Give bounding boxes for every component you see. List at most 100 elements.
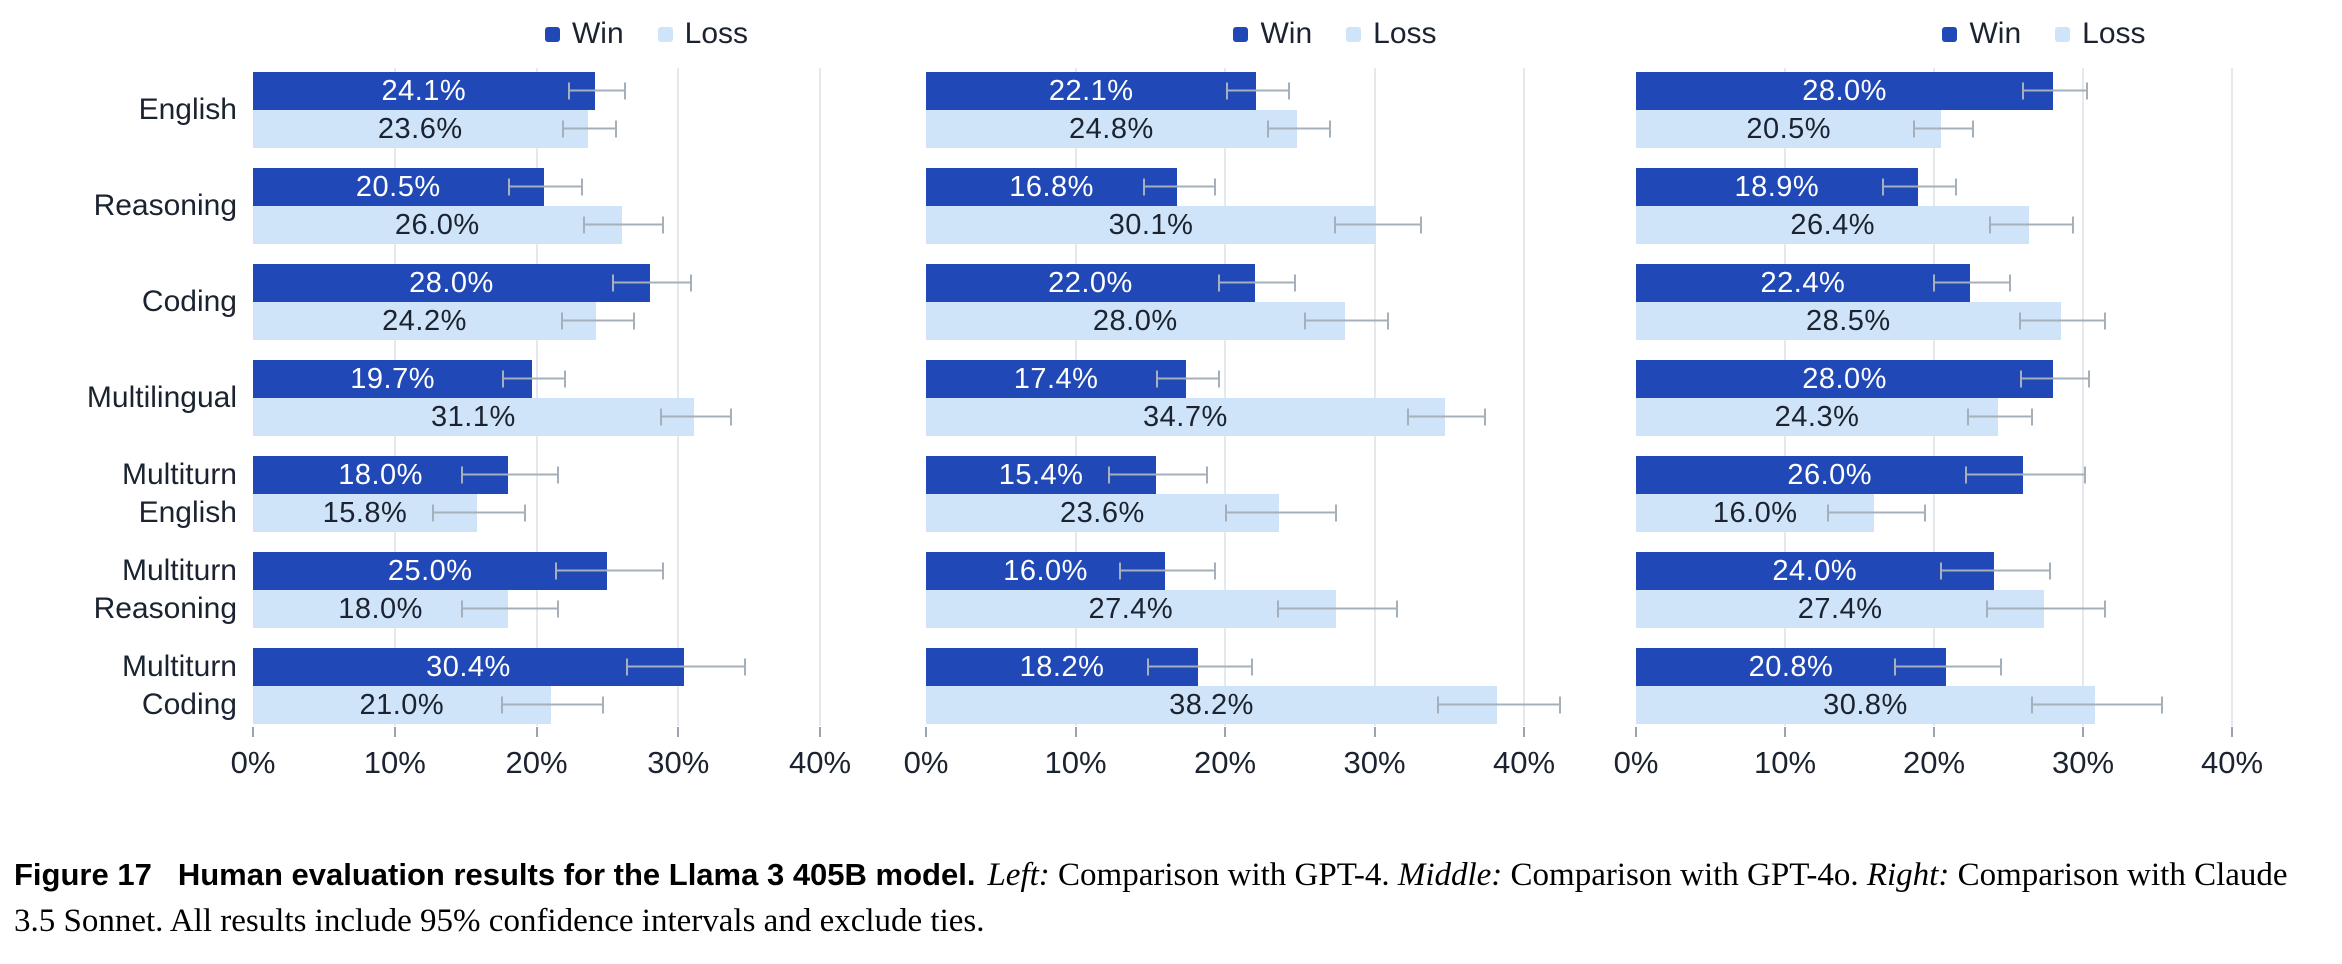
error-bar [1334,216,1422,234]
gridline [1373,68,1376,726]
bar-value-label: 26.0% [394,208,480,241]
error-bar [431,504,527,522]
bar-group: 24.0% 27.4% [1636,552,2232,628]
bar-loss: 24.8% [926,110,1297,148]
legend-item-win: Win [1233,17,1312,51]
bar-value-label: 21.0% [359,688,445,721]
axis-tick [1933,727,1935,737]
legend-item-loss: Loss [1346,17,1437,51]
bar-win: 24.1% [253,72,595,110]
bar-row: 18.0% [253,456,820,494]
bar-value-label: 24.3% [1774,400,1860,433]
legend-label-win: Win [1969,17,2022,50]
axis-tick-label: 30% [647,745,710,780]
bar-value-label: 28.0% [409,266,494,299]
bar-row: 20.5% [253,168,820,206]
bar-win: 18.2% [926,648,1199,686]
axis-tick [1635,727,1637,737]
error-bar [1225,504,1337,522]
axis-tick-label: 10% [1753,745,1817,780]
legend-item-win: Win [544,17,624,51]
bar-group: 28.0% 20.5% [1636,72,2232,148]
category-label-line: Coding [141,285,237,318]
bar-row: 31.1% [253,398,820,436]
bar-row: 22.0% [926,264,1524,302]
bar-value-label: 24.1% [381,74,467,107]
legend-item-loss: Loss [657,17,749,51]
bar-win: 20.5% [253,168,544,206]
x-axis: 0% 10% 20% 30% 40% [231,727,851,799]
error-bar [1118,562,1216,580]
bar-row: 28.0% [1636,72,2232,110]
axis-tick-label: 20% [1193,745,1257,780]
bar-value-label: 38.2% [1169,688,1254,721]
bar-win: 19.7% [253,360,533,398]
bar-loss: 38.2% [926,686,1498,724]
legend: Win Loss [363,6,930,62]
gridline [2082,68,2084,726]
bar-loss: 28.0% [926,302,1345,340]
bar-row: 18.9% [1636,168,2232,206]
axis-tick [925,727,927,737]
bar-row: 28.0% [926,302,1524,340]
bar-row: 28.5% [1636,302,2232,340]
bar-value-label: 31.1% [431,400,516,433]
bar-loss: 31.1% [253,398,694,436]
category-label-line: Reasoning [93,592,237,625]
legend-swatch-loss-icon [657,26,673,42]
error-bar [2030,696,2163,714]
axis-tick [677,727,680,737]
error-bar [501,696,605,714]
bar-row: 34.7% [926,398,1524,436]
error-bar [461,466,559,484]
plot-area: 24.1% 23.6% 20.5% 26.0% 28.0% 24.2% 19.7% 31.1%… [253,68,821,726]
error-bar [1142,178,1216,196]
legend-swatch-win-icon [544,26,560,42]
error-bar [1217,274,1297,292]
caption-segment: Comparison with GPT-4o. [1502,857,1867,893]
error-bar [659,408,732,426]
legend-swatch-win-icon [1942,26,1958,42]
axis-tick-label: 40% [1492,745,1556,780]
caption-figure-label: Figure 17 [14,857,152,892]
bar-row: 30.8% [1636,686,2232,724]
legend-label-loss: Loss [684,17,749,50]
error-bar [1304,312,1389,330]
bar-value-label: 15.8% [322,496,408,529]
bar-loss: 30.1% [926,206,1376,244]
legend-swatch-loss-icon [2055,26,2071,42]
error-bar [1108,466,1209,484]
error-bar [611,274,693,292]
axis-tick-label: 40% [2200,745,2264,780]
bar-loss: 21.0% [253,686,551,724]
bar-value-label: 20.5% [355,170,441,203]
bar-row: 22.4% [1636,264,2232,302]
chart-panel-middle: Win Loss 22.1% 24.8% 16.8% 30.1% 22.0% 28.0% 17.… [904,6,1561,799]
bar-value-label: 20.5% [1746,112,1832,145]
bar-value-label: 24.2% [382,304,467,337]
category-label: Multiturn Coding [10,648,237,724]
bar-loss: 27.4% [1636,590,2045,628]
bar-value-label: 23.6% [1060,496,1145,529]
bar-value-label: 16.0% [1003,554,1088,587]
category-label: Multilingual [10,360,237,436]
chart-panel-left: English Reasoning Coding Multilingual Multit… [10,6,851,799]
bar-group: 18.2% 38.2% [926,648,1561,724]
bar-loss: 20.5% [1636,110,1942,148]
caption-text: Left: Comparison with GPT-4. Middle: Com… [14,857,2288,939]
bar-win: 28.0% [1636,72,2054,110]
gridline [1224,68,1226,726]
gridline [1523,68,1525,726]
bar-row: 24.2% [253,302,820,340]
bar-win: 18.9% [1636,168,1918,206]
category-label-line: Multiturn [121,554,237,587]
bar-value-label: 24.8% [1069,112,1154,145]
bar-loss: 26.4% [1636,206,2030,244]
axis-tick-label: 0% [230,745,276,780]
plot-area: 28.0% 20.5% 18.9% 26.4% 22.4% 28.5% 28.0% 24.3%… [1636,68,2233,726]
error-bar [502,370,566,388]
error-bar [461,600,559,618]
category-label-line: Multiturn [121,650,237,683]
bar-row: 20.5% [1636,110,2232,148]
bar-loss: 27.4% [926,590,1336,628]
